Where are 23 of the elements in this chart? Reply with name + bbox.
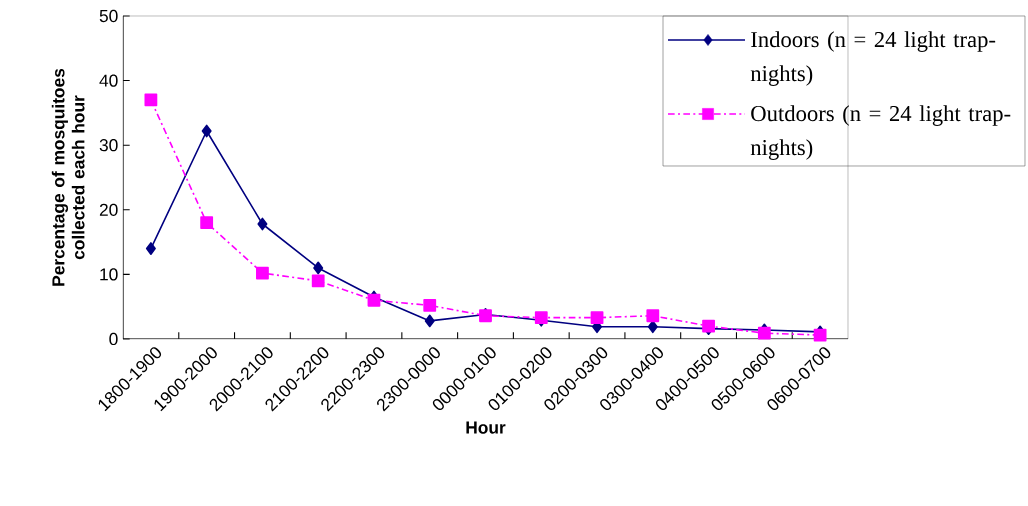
y-tick-label: 50 bbox=[99, 9, 118, 23]
point bbox=[424, 314, 435, 328]
legend-label: Outdoors (n = 24 light trap-nights) bbox=[750, 105, 1011, 160]
point bbox=[257, 217, 268, 231]
point bbox=[647, 320, 658, 334]
point bbox=[423, 298, 437, 312]
point bbox=[145, 242, 156, 255]
y-tick-label: 20 bbox=[99, 203, 118, 216]
y-tick-label: 40 bbox=[99, 74, 118, 87]
y-tick-label: 30 bbox=[99, 139, 118, 152]
point bbox=[646, 309, 660, 323]
point bbox=[200, 216, 214, 230]
y-tick-label: 0 bbox=[109, 332, 118, 346]
point bbox=[144, 93, 158, 107]
y-axis-title: Percentage of mosquitoes collected each hour bbox=[51, 68, 85, 286]
point bbox=[311, 274, 325, 288]
y-tick-label: 10 bbox=[100, 268, 118, 281]
point bbox=[313, 261, 324, 275]
point bbox=[201, 124, 212, 138]
point bbox=[590, 311, 604, 325]
x-axis-title: Hour bbox=[466, 421, 506, 434]
point bbox=[256, 266, 269, 280]
legend-label: Indoors (n = 24 light trap-nights) bbox=[750, 31, 996, 86]
